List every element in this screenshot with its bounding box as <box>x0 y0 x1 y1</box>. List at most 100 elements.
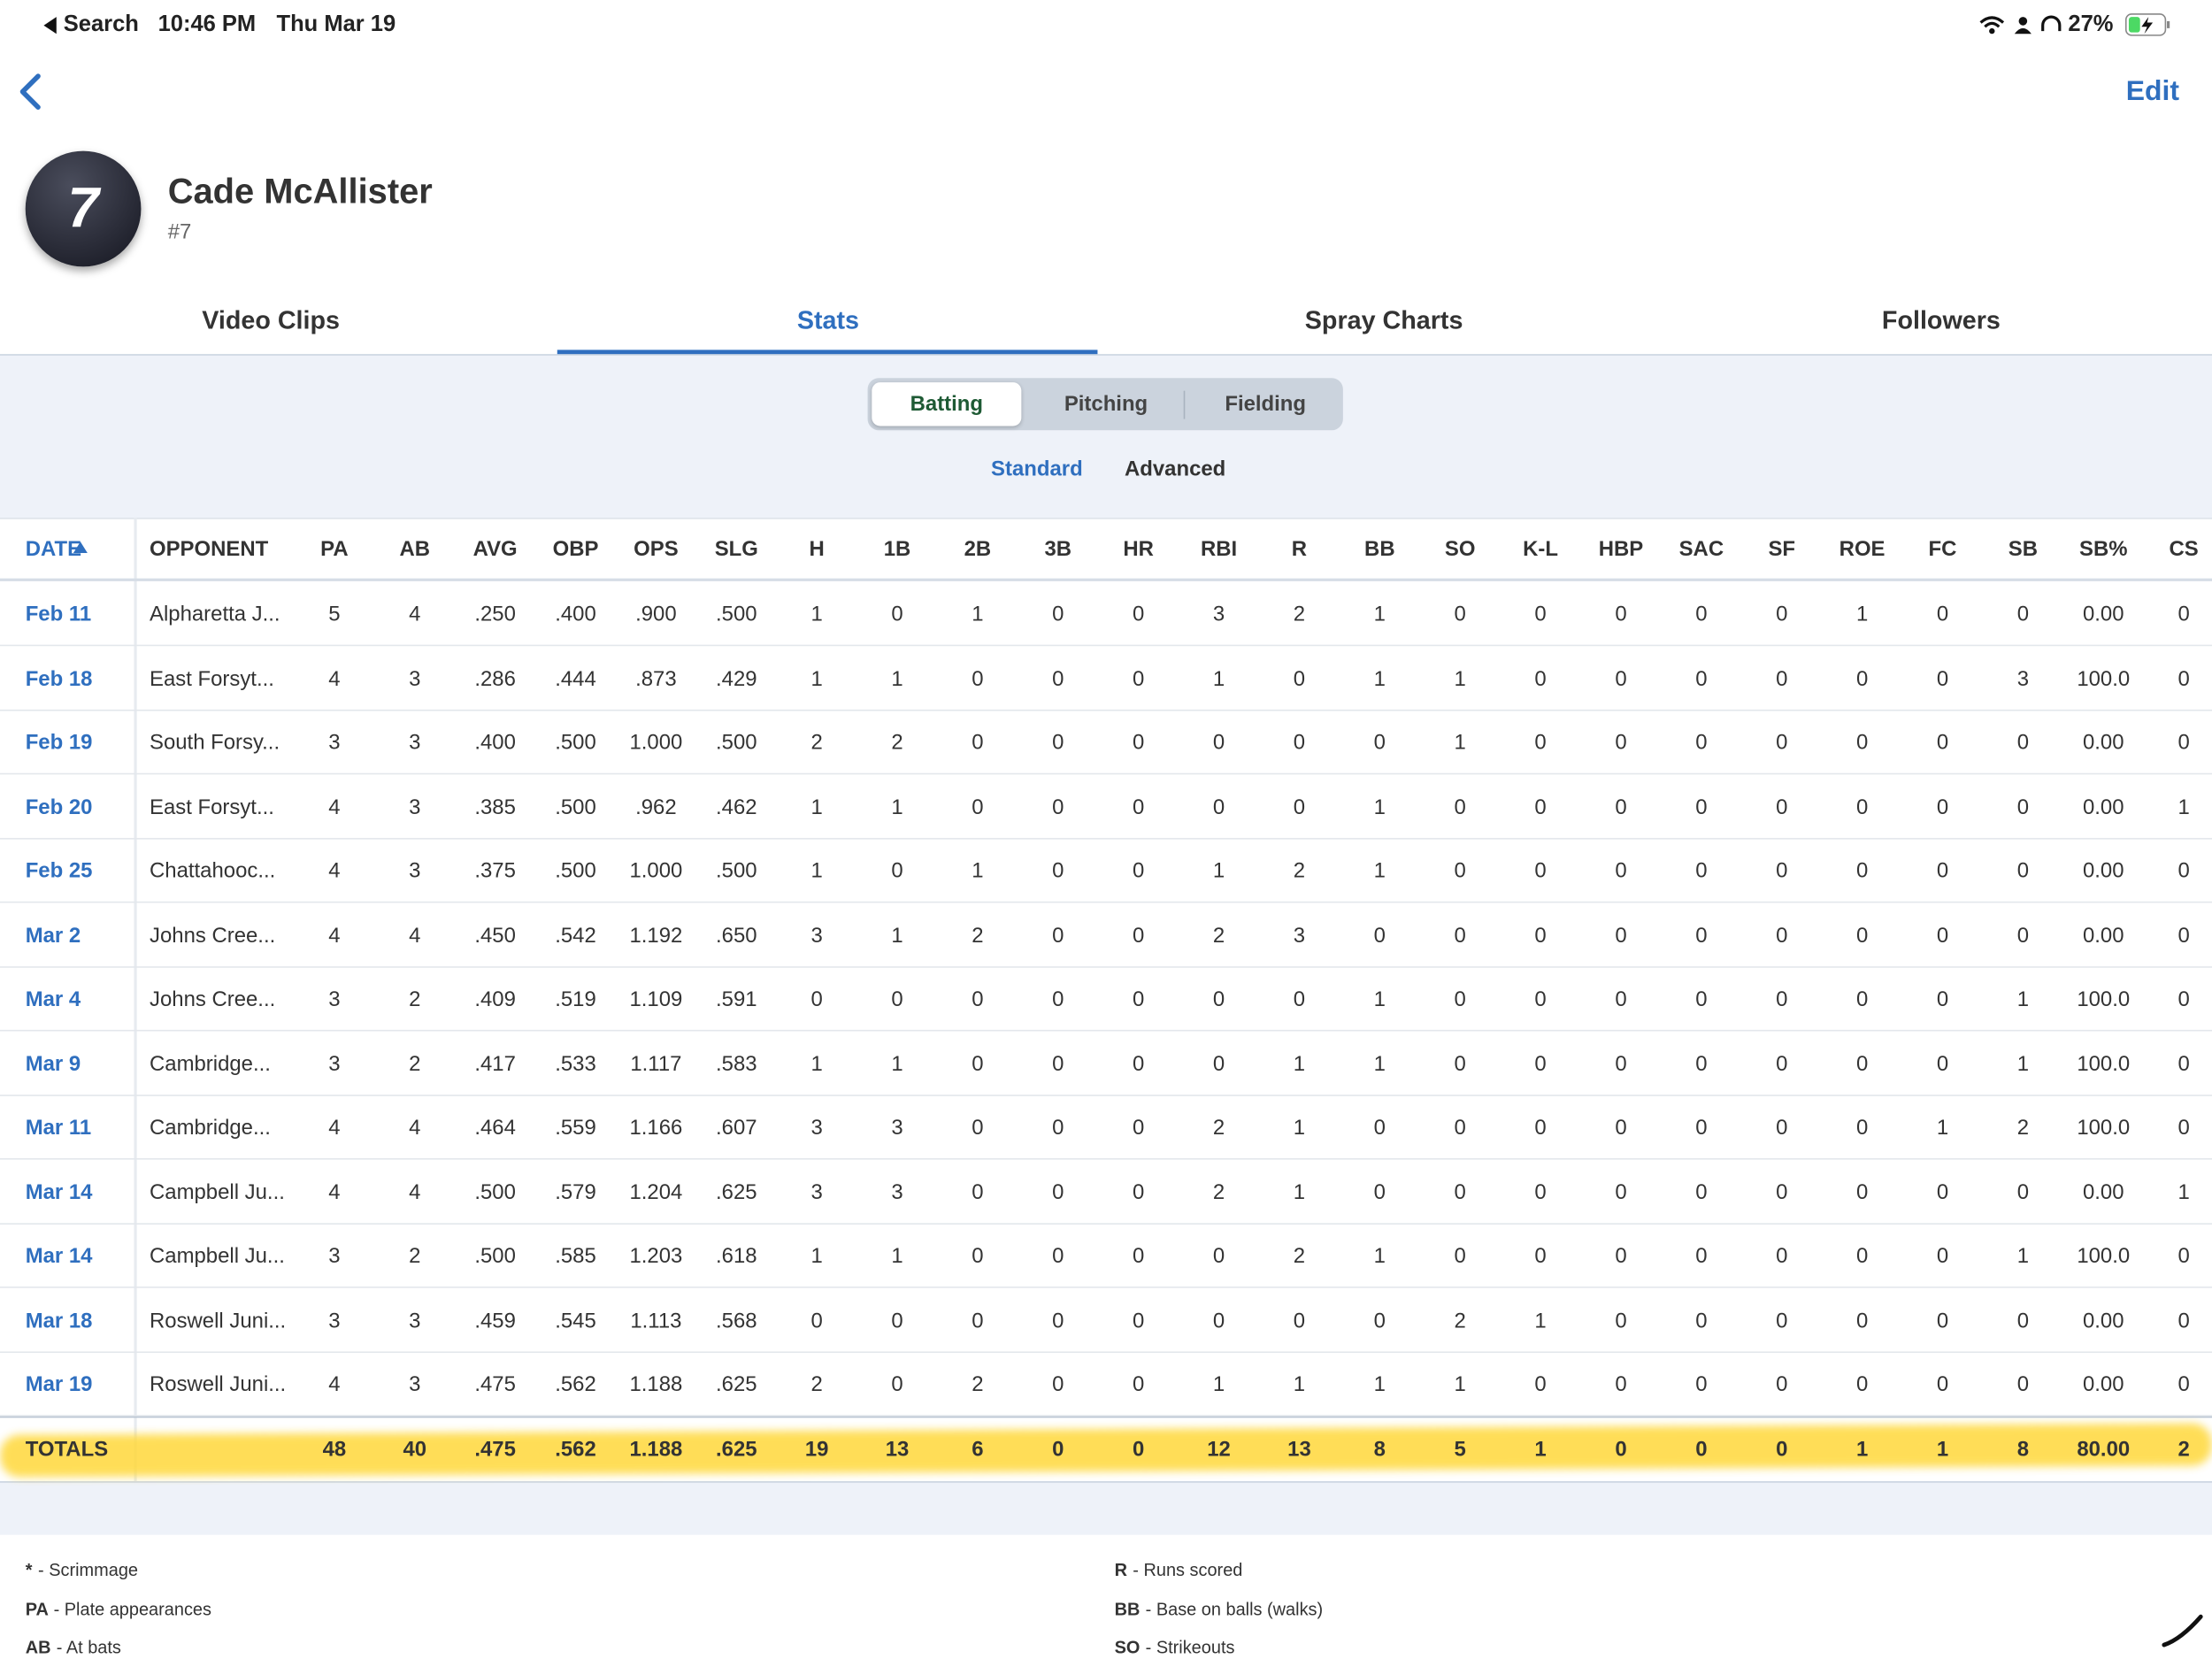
stat-cell: 0 <box>1615 602 1627 626</box>
column-header[interactable]: CS <box>2169 537 2199 562</box>
stat-cell: 0 <box>1695 1372 1708 1397</box>
column-header[interactable]: RBI <box>1200 537 1238 562</box>
stat-cell: 5 <box>328 602 341 626</box>
totals-cell: 5 <box>1454 1436 1466 1462</box>
status-date: Thu Mar 19 <box>276 12 396 37</box>
game-date[interactable]: Feb 19 <box>25 730 93 756</box>
stat-cell: .286 <box>474 666 516 691</box>
stat-cell: .462 <box>715 795 757 819</box>
stat-cell: 2 <box>1293 858 1306 884</box>
stat-cell: .417 <box>474 1051 516 1076</box>
back-button[interactable] <box>17 73 45 110</box>
column-header[interactable]: BB <box>1364 537 1395 562</box>
column-header[interactable]: 3B <box>1044 537 1072 562</box>
stat-cell: 0 <box>891 987 903 1012</box>
column-header[interactable]: DATE <box>25 537 82 562</box>
tab[interactable]: Stats <box>796 305 860 334</box>
status-back[interactable]: Search <box>63 12 139 37</box>
stat-cell: 0 <box>2016 923 2030 948</box>
stat-cell: 0 <box>1855 1372 1869 1397</box>
column-header[interactable]: AB <box>399 537 431 562</box>
stat-cell: 3 <box>1293 923 1306 948</box>
stat-cell: 0 <box>1052 730 1064 756</box>
stat-cell: 0 <box>1695 666 1708 691</box>
column-header[interactable]: SAC <box>1678 537 1724 562</box>
column-header[interactable]: R <box>1291 537 1308 562</box>
stat-cell: 0 <box>1695 1179 1708 1204</box>
game-date[interactable]: Mar 14 <box>25 1244 93 1269</box>
game-date[interactable]: Feb 11 <box>25 602 92 626</box>
stat-cell: 0 <box>1855 1244 1869 1269</box>
stat-cell: 0 <box>1936 730 1949 756</box>
stat-cell: 0 <box>1133 1372 1145 1397</box>
column-header[interactable]: HBP <box>1598 537 1644 562</box>
column-header[interactable]: H <box>809 537 825 562</box>
mode-toggle[interactable]: Standard <box>991 457 1083 481</box>
stat-cell: 1 <box>2177 1179 2190 1204</box>
stat-cell: 0 <box>2016 1308 2030 1333</box>
stat-cell: 0 <box>1695 730 1708 756</box>
segment[interactable]: Fielding <box>1225 392 1307 417</box>
game-date[interactable]: Mar 11 <box>25 1116 92 1141</box>
legend-abbr: R <box>1114 1560 1127 1580</box>
stat-cell: 0 <box>1133 795 1145 819</box>
stat-cell: 3 <box>409 858 421 884</box>
column-header[interactable]: FC <box>1928 537 1957 562</box>
stat-cell: 0 <box>972 1244 984 1269</box>
stat-cell: .500 <box>555 730 596 756</box>
column-header[interactable]: OPS <box>634 537 679 562</box>
stat-cell: 0 <box>1052 1244 1064 1269</box>
game-date[interactable]: Feb 20 <box>25 795 93 819</box>
game-date[interactable]: Mar 2 <box>25 923 81 948</box>
tab[interactable]: Video Clips <box>202 305 341 334</box>
game-date[interactable]: Mar 9 <box>25 1051 81 1076</box>
column-header[interactable]: K-L <box>1523 537 1559 562</box>
tab[interactable]: Followers <box>1881 305 2001 334</box>
edit-button[interactable]: Edit <box>2125 76 2179 108</box>
stat-cell: 1.192 <box>629 923 683 948</box>
totals-cell: 13 <box>885 1436 910 1462</box>
stat-cell: 0 <box>1936 602 1949 626</box>
stat-cell: 0.00 <box>2082 923 2124 948</box>
legend-abbr: PA <box>25 1599 49 1619</box>
column-header[interactable]: SF <box>1768 537 1796 562</box>
column-header[interactable]: SLG <box>714 537 758 562</box>
column-header[interactable]: ROE <box>1839 537 1886 562</box>
game-date[interactable]: Mar 19 <box>25 1372 93 1397</box>
opponent: Roswell Juni... <box>150 1372 287 1397</box>
game-date[interactable]: Feb 18 <box>25 666 93 691</box>
stat-cell: 0 <box>1936 1308 1949 1333</box>
tab[interactable]: Spray Charts <box>1304 305 1463 334</box>
segment[interactable]: Pitching <box>1064 392 1148 417</box>
column-header[interactable]: SB <box>2008 537 2038 562</box>
segment[interactable]: Batting <box>910 392 984 417</box>
column-header[interactable]: AVG <box>472 537 518 562</box>
column-header[interactable]: PA <box>320 537 349 562</box>
game-date[interactable]: Feb 25 <box>25 858 93 884</box>
column-header[interactable]: OBP <box>552 537 599 562</box>
column-header[interactable]: SB% <box>2078 537 2128 562</box>
stat-cell: 4 <box>328 666 341 691</box>
table-top-border <box>0 518 2212 519</box>
column-header[interactable]: HR <box>1123 537 1154 562</box>
column-header[interactable]: 2B <box>964 537 992 562</box>
stat-cell: 0 <box>1534 923 1547 948</box>
stat-cell: 0 <box>972 666 984 691</box>
column-header[interactable]: SO <box>1444 537 1476 562</box>
game-date[interactable]: Mar 18 <box>25 1308 93 1333</box>
game-date[interactable]: Mar 4 <box>25 987 81 1012</box>
stat-cell: 0 <box>1615 1308 1627 1333</box>
totals-cell: 48 <box>322 1436 347 1462</box>
stat-cell: 0 <box>1212 987 1225 1012</box>
stat-cell: 0 <box>1052 1372 1064 1397</box>
stat-cell: 1 <box>1373 666 1386 691</box>
stat-cell: 1.204 <box>629 1179 683 1204</box>
mode-toggle[interactable]: Advanced <box>1124 457 1226 481</box>
stat-cell: 0.00 <box>2082 730 2124 756</box>
column-header[interactable]: 1B <box>883 537 911 562</box>
game-date[interactable]: Mar 14 <box>25 1179 93 1204</box>
stat-cell: 0 <box>1936 666 1949 691</box>
stat-cell: 0 <box>1454 1116 1466 1141</box>
stat-cell: 0 <box>1212 1308 1225 1333</box>
stat-cell: 3 <box>409 666 421 691</box>
